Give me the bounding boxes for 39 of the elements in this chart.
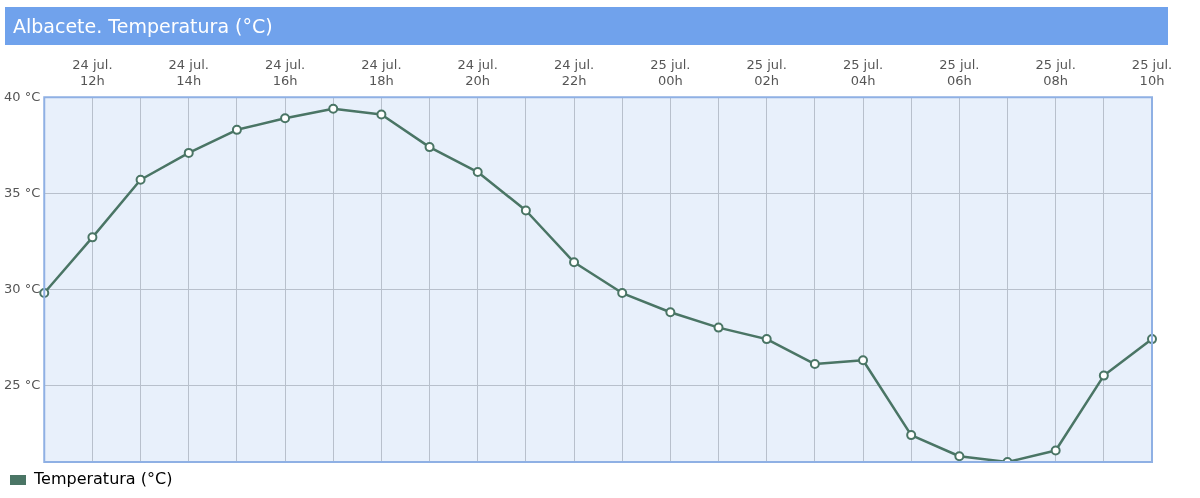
- point: [617, 288, 628, 299]
- y-tick-label: 30 °C: [3, 280, 41, 296]
- point: [424, 142, 435, 153]
- x-tick-label: 25 jul. 10h: [1131, 57, 1173, 88]
- x-tick-label: 24 jul. 22h: [553, 57, 595, 88]
- x-tick-label: 24 jul. 20h: [457, 57, 498, 88]
- point: [1050, 445, 1061, 456]
- x-tick-label: 24 jul. 12h: [72, 57, 113, 88]
- point: [665, 307, 676, 318]
- y-tick-label: 35 °C: [3, 184, 41, 200]
- point: [231, 124, 242, 135]
- point: [809, 359, 820, 370]
- point: [280, 113, 291, 124]
- point: [954, 451, 965, 462]
- x-tick-label: 24 jul. 16h: [264, 57, 306, 88]
- point: [520, 205, 531, 216]
- point: [135, 174, 146, 185]
- y-tick-label: 40 °C: [3, 88, 41, 104]
- point: [858, 355, 869, 366]
- point: [569, 257, 580, 268]
- x-tick-label: 25 jul. 04h: [842, 57, 884, 88]
- point: [376, 109, 387, 120]
- x-tick-label: 25 jul. 08h: [1035, 57, 1076, 88]
- point: [906, 430, 917, 441]
- y-tick-label: 25 °C: [3, 376, 41, 392]
- point: [472, 167, 483, 178]
- legend-label: Temperatura (°C): [33, 469, 173, 489]
- point: [1098, 370, 1109, 381]
- point: [761, 334, 772, 345]
- chart-title: Albacete. Temperatura (°C): [5, 7, 1168, 45]
- x-tick-label: 24 jul. 18h: [361, 57, 402, 88]
- point: [183, 147, 194, 158]
- x-tick-label: 24 jul. 14h: [168, 57, 209, 88]
- point: [328, 103, 339, 114]
- point: [87, 232, 98, 243]
- point: [713, 322, 724, 333]
- x-tick-label: 25 jul. 00h: [650, 57, 691, 88]
- x-tick-label: 25 jul. 02h: [746, 57, 787, 88]
- x-tick-label: 25 jul. 06h: [939, 57, 980, 88]
